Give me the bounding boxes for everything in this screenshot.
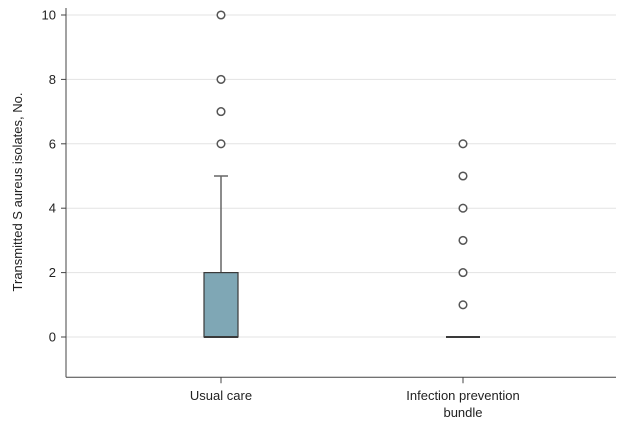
boxes	[203, 10, 480, 338]
box-2	[446, 139, 480, 338]
gridlines	[66, 14, 616, 338]
outlier-point	[458, 268, 468, 278]
outlier-point	[458, 171, 468, 181]
axes	[61, 8, 616, 384]
x-category-labels: Usual care Infection prevention bundle	[190, 388, 520, 420]
y-tick-labels: 0 2 4 6 8 10	[42, 8, 56, 345]
outlier-point	[216, 10, 226, 20]
y-tick-label-4: 4	[49, 201, 56, 216]
outlier-point	[458, 300, 468, 310]
outlier-point	[216, 74, 226, 84]
x-category-label-2: bundle	[443, 405, 482, 420]
box-1	[203, 10, 239, 338]
outlier-point	[216, 107, 226, 117]
outlier-point	[458, 203, 468, 213]
outlier-point	[458, 139, 468, 149]
y-tick-label-2: 2	[49, 265, 56, 280]
y-tick-label-8: 8	[49, 72, 56, 87]
x-category-label-1: Usual care	[190, 388, 252, 403]
iqr-box	[203, 272, 239, 338]
outlier-point	[216, 139, 226, 149]
y-tick-label-6: 6	[49, 136, 56, 151]
outlier-point	[458, 235, 468, 245]
x-category-label-2: Infection prevention	[406, 388, 519, 403]
y-tick-label-0: 0	[49, 330, 56, 345]
y-tick-label-10: 10	[42, 8, 56, 23]
y-axis-title: Transmitted S aureus isolates, No.	[10, 93, 25, 292]
